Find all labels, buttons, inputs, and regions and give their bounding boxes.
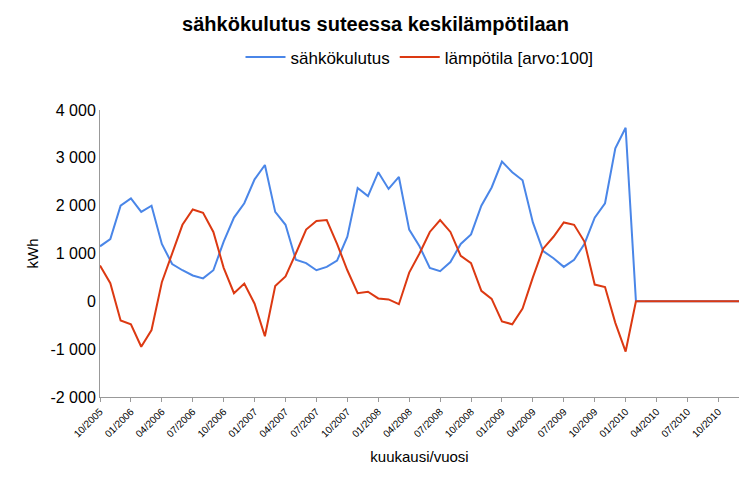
svg-text:10/2008: 10/2008 bbox=[443, 406, 477, 440]
svg-text:04/2007: 04/2007 bbox=[257, 406, 291, 440]
svg-text:1 000: 1 000 bbox=[56, 245, 96, 262]
svg-text:01/2008: 01/2008 bbox=[350, 406, 384, 440]
svg-text:10/2005: 10/2005 bbox=[72, 406, 106, 440]
svg-text:07/2009: 07/2009 bbox=[535, 406, 569, 440]
svg-text:0: 0 bbox=[87, 293, 96, 310]
svg-text:-2 000: -2 000 bbox=[50, 389, 95, 406]
svg-text:01/2007: 01/2007 bbox=[226, 406, 260, 440]
svg-text:04/2010: 04/2010 bbox=[628, 406, 662, 440]
svg-text:07/2008: 07/2008 bbox=[412, 406, 446, 440]
svg-text:sähkökulutus suteessa keskiläm: sähkökulutus suteessa keskilämpötilaan bbox=[182, 13, 569, 35]
svg-text:lämpötila [arvo:100]: lämpötila [arvo:100] bbox=[445, 49, 593, 68]
svg-text:01/2009: 01/2009 bbox=[474, 406, 508, 440]
svg-text:07/2007: 07/2007 bbox=[288, 406, 322, 440]
svg-text:07/2006: 07/2006 bbox=[164, 406, 198, 440]
svg-text:01/2010: 01/2010 bbox=[597, 406, 631, 440]
svg-text:04/2008: 04/2008 bbox=[381, 406, 415, 440]
svg-text:07/2010: 07/2010 bbox=[659, 406, 693, 440]
svg-text:2 000: 2 000 bbox=[56, 197, 96, 214]
svg-text:01/2006: 01/2006 bbox=[103, 406, 137, 440]
svg-text:4 000: 4 000 bbox=[56, 102, 96, 119]
svg-text:-1 000: -1 000 bbox=[50, 341, 95, 358]
svg-text:10/2007: 10/2007 bbox=[319, 406, 353, 440]
svg-text:10/2009: 10/2009 bbox=[566, 406, 600, 440]
svg-text:3 000: 3 000 bbox=[56, 149, 96, 166]
svg-text:04/2009: 04/2009 bbox=[504, 406, 538, 440]
svg-text:kuukausi/vuosi: kuukausi/vuosi bbox=[370, 448, 468, 465]
svg-text:10/2006: 10/2006 bbox=[195, 406, 229, 440]
svg-text:sähkökulutus: sähkökulutus bbox=[291, 49, 390, 68]
svg-text:04/2006: 04/2006 bbox=[133, 406, 167, 440]
svg-text:10/2010: 10/2010 bbox=[690, 406, 724, 440]
svg-text:kWh: kWh bbox=[24, 239, 41, 269]
